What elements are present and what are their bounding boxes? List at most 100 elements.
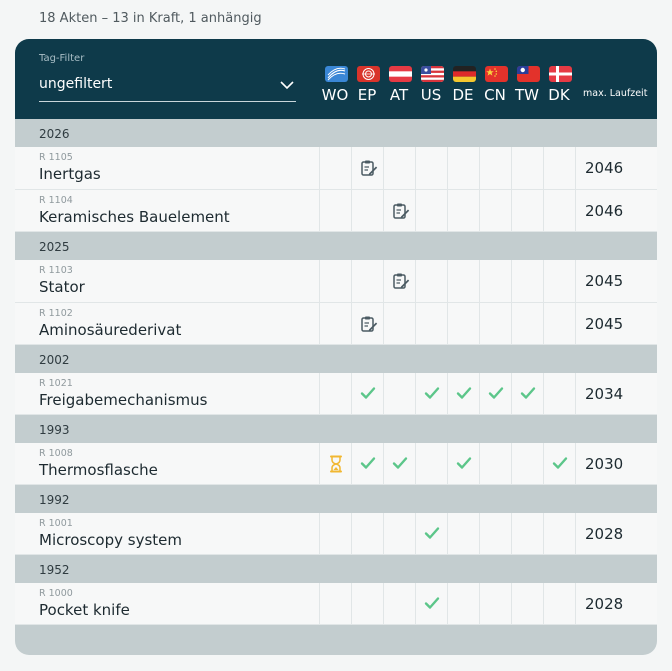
status-cell-cn [479,147,511,189]
file-reference: R 1001 [39,518,73,529]
file-title: Inertgas [39,165,101,183]
status-cell-cn [479,190,511,231]
max-term-value: 2046 [585,202,624,220]
year-group-header: 2025 [15,232,657,260]
max-term-value: 2028 [585,595,624,613]
status-cell-de [447,583,479,624]
country-column-tw: TW [511,66,543,106]
files-summary: 18 Akten – 13 in Kraft, 1 anhängig [39,11,262,26]
status-cell-wo [319,513,351,554]
status-cell-de [447,373,479,414]
status-cell-dk [543,583,575,624]
status-cell-tw [511,443,543,484]
status-cell-at [383,373,415,414]
status-cell-ep [351,443,383,484]
max-term-value: 2045 [585,315,624,333]
file-row[interactable]: R 1104 Keramisches Bauelement 2046 [15,190,657,232]
status-cell-at [383,443,415,484]
max-term-value: 2028 [585,525,624,543]
country-code: CN [484,86,506,104]
country-column-us: US [415,66,447,106]
file-reference: R 1008 [39,448,73,459]
table-header: Tag-Filter ungefiltert WO EP AT US DE CN TW DK … [15,39,657,119]
file-row[interactable]: R 1102 Aminosäurederivat 2045 [15,303,657,345]
year-label: 1993 [39,423,70,437]
status-cell-tw [511,147,543,189]
max-term-cell: 2046 [575,147,657,189]
file-title: Pocket knife [39,601,130,619]
status-cell-wo [319,443,351,484]
file-row[interactable]: R 1000 Pocket knife 2028 [15,583,657,625]
country-column-ep: EP [351,66,383,106]
file-title: Stator [39,278,85,296]
country-code: WO [321,86,349,104]
epo-flag-icon [357,66,380,82]
max-term-cell: 2028 [575,513,657,554]
file-reference: R 1103 [39,265,73,276]
country-column-cn: CN [479,66,511,106]
country-code: DK [548,86,570,104]
file-row[interactable]: R 1008 Thermosflasche 2030 [15,443,657,485]
max-term-cell: 2028 [575,583,657,624]
max-term-cell: 2030 [575,443,657,484]
year-label: 1952 [39,563,70,577]
country-column-dk: DK [543,66,575,106]
country-code: TW [515,86,539,104]
status-cell-us [415,583,447,624]
status-cell-tw [511,373,543,414]
file-row[interactable]: R 1103 Stator 2045 [15,260,657,303]
status-cell-cn [479,513,511,554]
status-cell-at [383,260,415,302]
year-group-header: 1992 [15,485,657,513]
taiwan-flag-icon [517,66,540,82]
country-column-at: AT [383,66,415,106]
file-reference: R 1102 [39,308,73,319]
status-cell-cn [479,443,511,484]
status-cell-ep [351,583,383,624]
status-cell-de [447,443,479,484]
file-reference: R 1105 [39,152,73,163]
file-row[interactable]: R 1105 Inertgas 2046 [15,147,657,190]
status-cell-cn [479,260,511,302]
china-flag-icon [485,66,508,82]
chevron-down-icon [280,78,294,90]
usa-flag-icon [421,66,444,82]
status-cell-tw [511,190,543,231]
max-term-cell: 2045 [575,303,657,344]
file-reference: R 1104 [39,195,73,206]
tag-filter-select[interactable]: ungefiltert [39,72,296,102]
status-cell-at [383,513,415,554]
status-cell-tw [511,303,543,344]
status-cell-cn [479,583,511,624]
germany-flag-icon [453,66,476,82]
tag-filter-value: ungefiltert [39,76,113,92]
file-row[interactable]: R 1021 Freigabemechanismus 2034 [15,373,657,415]
max-term-value: 2045 [585,272,624,290]
status-cell-wo [319,303,351,344]
status-cell-dk [543,303,575,344]
status-cell-dk [543,443,575,484]
max-term-cell: 2045 [575,260,657,302]
max-term-cell: 2034 [575,373,657,414]
status-cell-de [447,513,479,554]
file-title: Aminosäurederivat [39,321,182,339]
status-cell-de [447,190,479,231]
file-row[interactable]: R 1001 Microscopy system 2028 [15,513,657,555]
year-group-header: 2002 [15,345,657,373]
file-title: Thermosflasche [39,461,158,479]
status-cell-wo [319,147,351,189]
status-cell-at [383,190,415,231]
status-cell-dk [543,513,575,554]
status-cell-ep [351,260,383,302]
country-code: EP [357,86,377,104]
status-cell-us [415,303,447,344]
status-cell-at [383,583,415,624]
status-cell-wo [319,190,351,231]
status-cell-us [415,373,447,414]
file-reference: R 1021 [39,378,73,389]
max-term-cell: 2046 [575,190,657,231]
status-cell-cn [479,373,511,414]
country-code: US [420,86,442,104]
max-term-value: 2046 [585,159,624,177]
max-term-header: max. Laufzeit [583,88,648,99]
